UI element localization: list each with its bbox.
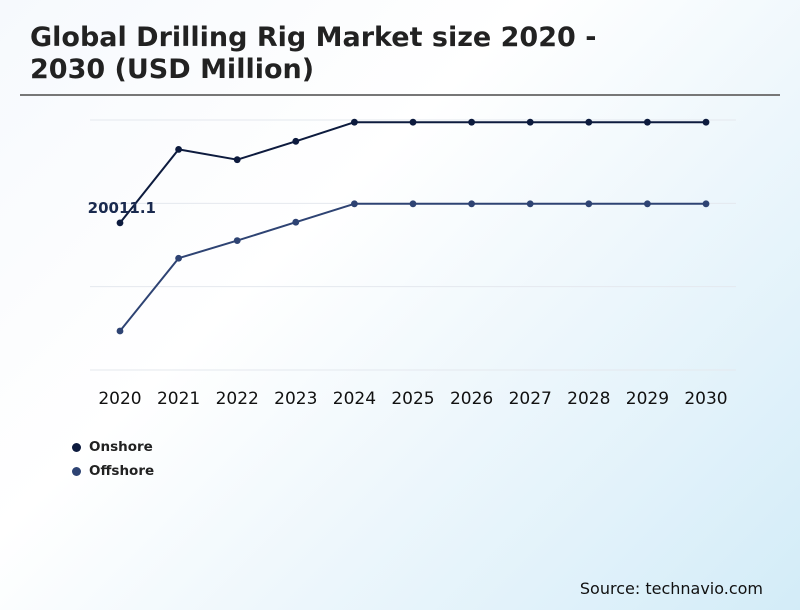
data-point-offshore: [116, 327, 124, 335]
data-point-onshore: [585, 118, 593, 126]
legend-label-offshore: Offshore: [89, 463, 155, 479]
data-point-onshore: [292, 137, 300, 145]
x-tick-label: 2028: [567, 389, 610, 409]
series-line-offshore: [119, 202, 706, 332]
data-points: [116, 118, 710, 335]
data-point-onshore: [644, 118, 651, 126]
x-tick-label: 2023: [274, 389, 317, 409]
data-point-onshore: [409, 118, 417, 126]
chart-title: Global Drilling Rig Market size 2020 - 2…: [30, 22, 597, 85]
annotations: 20011.1: [88, 199, 156, 217]
data-point-offshore: [409, 200, 417, 208]
series-lines: [119, 121, 706, 332]
legend-marker-onshore: [72, 442, 81, 452]
data-point-offshore: [292, 218, 300, 226]
x-tick-label: 2029: [626, 389, 669, 409]
legend-marker-offshore: [72, 466, 81, 476]
data-label: 20011.1: [88, 199, 156, 217]
data-point-onshore: [233, 156, 241, 164]
series-line-onshore: [119, 121, 706, 224]
x-tick-label: 2020: [98, 389, 141, 409]
data-point-offshore: [175, 254, 183, 262]
data-point-offshore: [526, 200, 534, 208]
data-point-offshore: [644, 200, 651, 208]
x-tick-label: 2024: [333, 389, 376, 409]
title-divider: [20, 94, 780, 96]
data-point-onshore: [175, 146, 183, 153]
x-tick-label: 2030: [684, 389, 727, 409]
legend-item-offshore[interactable]: Offshore: [72, 459, 154, 483]
data-point-offshore: [702, 200, 710, 208]
x-tick-label: 2025: [391, 389, 434, 409]
data-point-onshore: [351, 118, 358, 126]
x-tick-label: 2026: [450, 389, 493, 409]
data-point-offshore: [351, 200, 358, 208]
x-axis-ticks: 2020 2021 2022 2023 2024 2025 2026 2027 2028 2029…: [98, 389, 727, 409]
gridlines: [90, 119, 736, 371]
data-point-onshore: [702, 118, 710, 126]
legend-item-onshore[interactable]: Onshore: [72, 435, 154, 459]
x-tick-label: 2027: [509, 389, 552, 409]
line-chart: 20011.1 2020 2021 2022 2023 2024 2025 2026 2027…: [88, 118, 736, 409]
data-point-onshore: [468, 118, 475, 126]
legend: Onshore Offshore: [72, 435, 154, 483]
source-credit: Source: technavio.com: [579, 579, 763, 598]
data-point-offshore: [233, 237, 241, 244]
data-point-onshore: [526, 118, 534, 126]
data-point-onshore: [116, 219, 124, 227]
data-point-offshore: [585, 200, 593, 208]
x-tick-label: 2021: [157, 389, 200, 409]
x-tick-label: 2022: [216, 389, 259, 409]
legend-label-onshore: Onshore: [89, 439, 153, 455]
data-point-offshore: [468, 200, 475, 208]
